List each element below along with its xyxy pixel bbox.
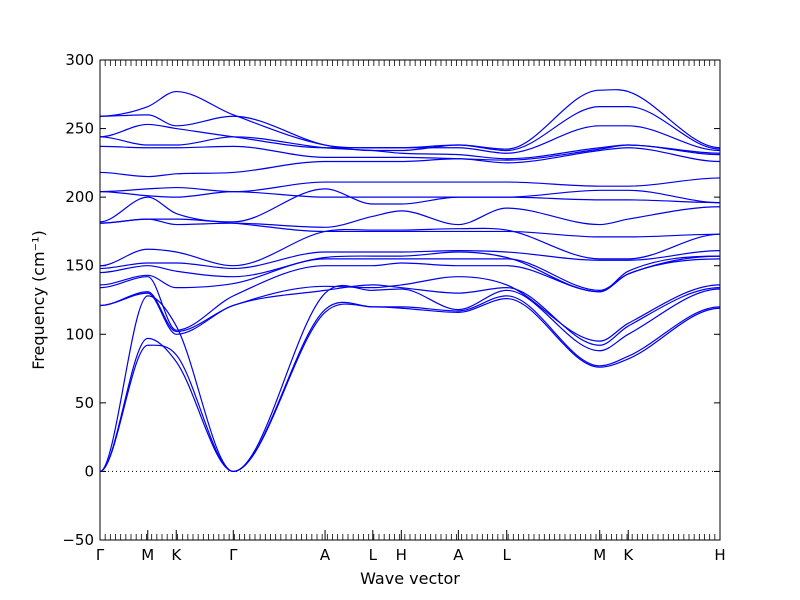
x-axis-label: Wave vector [360, 569, 460, 588]
dispersion-bands [99, 89, 721, 473]
x-tick-label: A [453, 546, 464, 564]
x-tick-label: Γ [229, 546, 238, 564]
axis-ticks [99, 59, 721, 541]
phonon-band-11 [99, 218, 721, 238]
phonon-band-7 [99, 255, 721, 292]
plot-background [100, 60, 720, 540]
phonon-band-15 [99, 177, 721, 193]
phonon-band-20 [99, 106, 721, 152]
phonon-band-9 [99, 250, 721, 270]
phonon-band-5 [99, 276, 721, 342]
x-tick-label: L [503, 546, 512, 564]
y-tick-label: 0 [84, 462, 94, 480]
phonon-band-16 [99, 147, 721, 178]
phonon-band-18 [99, 136, 721, 160]
x-tick-label: L [369, 546, 378, 564]
y-axis-label: Frequency (cm⁻¹) [29, 230, 48, 369]
y-tick-label: 150 [65, 257, 94, 275]
phonon-band-8 [99, 251, 721, 293]
x-tick-label: H [396, 546, 407, 564]
x-tick-label: M [141, 546, 154, 564]
phonon-band-13 [99, 188, 721, 223]
x-tick-label: H [714, 546, 725, 564]
phonon-band-14 [99, 189, 721, 204]
y-tick-label: 200 [65, 188, 94, 206]
y-tick-label: 50 [75, 394, 94, 412]
x-tick-label: A [320, 546, 331, 564]
phonon-band-10 [99, 227, 721, 267]
phonon-band-21 [99, 89, 721, 150]
phonon-band-4 [99, 284, 721, 346]
x-tick-label: Γ [96, 546, 105, 564]
phonon-band-2 [99, 295, 721, 473]
phonon-band-12 [99, 206, 721, 228]
phonon-band-3 [99, 284, 721, 473]
y-tick-labels: −50 0 50 100 150 200 250 300 [62, 51, 94, 549]
phonon-band-17 [99, 144, 721, 161]
x-tick-label: K [171, 546, 182, 564]
x-tick-label: K [623, 546, 634, 564]
plot-frame [99, 59, 721, 541]
y-tick-label: −50 [62, 531, 94, 549]
y-tick-label: 250 [65, 120, 94, 138]
x-tick-label: M [593, 546, 606, 564]
y-tick-label: 100 [65, 325, 94, 343]
y-tick-label: 300 [65, 51, 94, 69]
